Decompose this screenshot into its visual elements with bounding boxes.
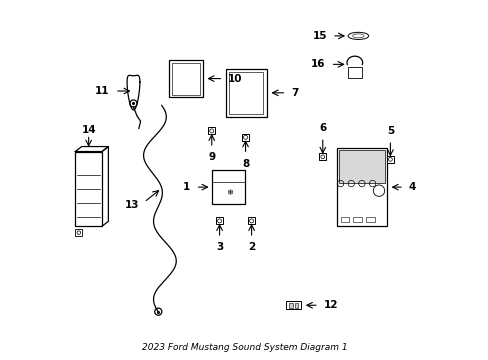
Bar (75, 229, 82, 236)
Text: 3: 3 (216, 242, 223, 252)
Bar (211, 170, 245, 204)
Bar (294, 303, 298, 308)
Text: 4: 4 (407, 182, 415, 192)
Bar (366, 217, 374, 222)
Ellipse shape (347, 32, 368, 40)
Bar (171, 63, 200, 95)
Ellipse shape (352, 34, 363, 38)
Bar (228, 72, 263, 113)
Bar (247, 217, 255, 225)
Text: 10: 10 (228, 73, 243, 84)
Bar (288, 303, 292, 308)
Text: 1: 1 (183, 182, 190, 192)
Bar (353, 217, 362, 222)
Bar (75, 152, 102, 226)
Bar (242, 134, 248, 141)
Text: 2: 2 (247, 242, 255, 252)
Text: 12: 12 (324, 300, 338, 310)
Bar (386, 156, 393, 163)
Text: 5: 5 (386, 126, 393, 135)
Text: 15: 15 (312, 31, 326, 41)
Text: ❄: ❄ (226, 188, 233, 197)
Text: 13: 13 (125, 200, 140, 210)
Bar (338, 150, 384, 183)
Bar (285, 301, 301, 309)
Bar (336, 148, 386, 226)
Text: 14: 14 (81, 125, 96, 135)
Text: 2023 Ford Mustang Sound System Diagram 1: 2023 Ford Mustang Sound System Diagram 1 (142, 343, 346, 352)
Text: 8: 8 (242, 159, 249, 168)
Text: 9: 9 (208, 152, 215, 162)
Bar (225, 69, 266, 117)
Bar (319, 153, 325, 160)
Bar (340, 217, 349, 222)
Bar (216, 217, 223, 225)
Bar (208, 127, 215, 134)
Text: 6: 6 (319, 123, 326, 133)
Text: 7: 7 (290, 88, 298, 98)
Text: 11: 11 (95, 86, 109, 96)
Bar (168, 60, 202, 97)
Text: 16: 16 (310, 59, 325, 69)
Bar (347, 67, 361, 78)
